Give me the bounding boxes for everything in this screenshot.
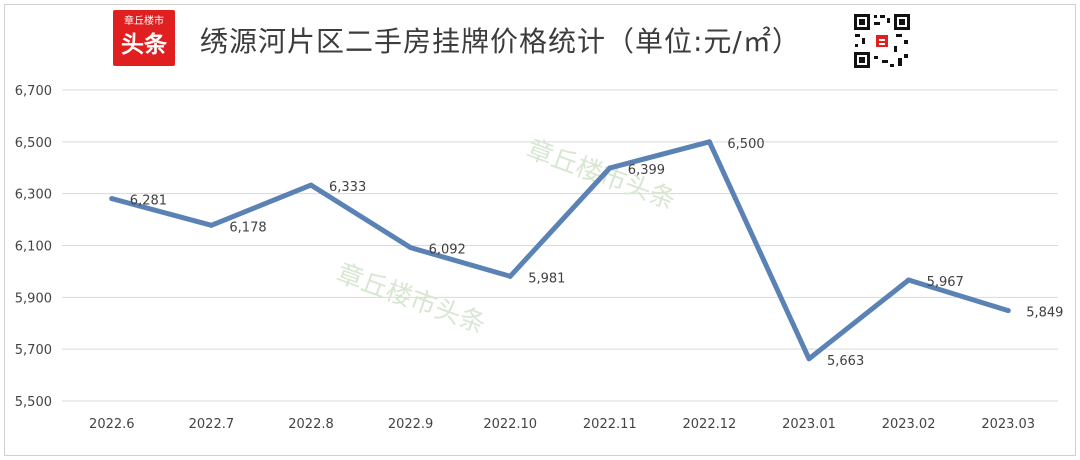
qr-code-icon — [852, 12, 912, 70]
data-label: 6,092 — [429, 243, 466, 258]
chart-frame — [4, 4, 1076, 456]
data-label: 6,281 — [130, 194, 167, 209]
data-point — [706, 139, 712, 145]
chart-title: 绣源河片区二手房挂牌价格统计（单位:元/㎡） — [200, 25, 801, 58]
x-tick-label: 2023.03 — [981, 417, 1035, 432]
x-tick-label: 2022.8 — [288, 417, 334, 432]
data-point — [607, 165, 613, 171]
data-point — [408, 245, 414, 251]
data-point — [906, 277, 912, 283]
y-tick-label: 5,900 — [15, 291, 52, 306]
data-point — [806, 356, 812, 362]
data-labels: 6,281 6,178 6,333 6,092 5,981 6,399 6,500 5,663… — [130, 137, 1064, 369]
brand-logo-line1: 章丘楼市 — [124, 16, 164, 27]
x-tick-label: 2022.11 — [583, 417, 637, 432]
data-point — [1005, 308, 1011, 314]
data-label: 6,178 — [229, 220, 266, 235]
data-point — [208, 222, 214, 228]
data-label: 6,399 — [628, 163, 665, 178]
data-point — [109, 196, 115, 202]
data-point — [507, 273, 513, 279]
x-tick-label: 2022.10 — [483, 417, 537, 432]
data-label: 5,663 — [827, 354, 864, 369]
data-label: 6,500 — [727, 137, 764, 152]
x-tick-label: 2023.02 — [882, 417, 936, 432]
y-tick-label: 5,700 — [15, 343, 52, 358]
gridlines — [62, 89, 1058, 402]
brand-logo: 章丘楼市 头条 — [113, 10, 175, 66]
y-axis-tick-labels: 5,500 5,700 5,900 6,100 6,300 6,500 6,700 — [15, 84, 52, 410]
y-tick-label: 6,500 — [15, 136, 52, 151]
y-tick-label: 6,100 — [15, 240, 52, 255]
data-point — [308, 182, 314, 188]
y-tick-label: 6,700 — [15, 84, 52, 99]
data-label: 5,849 — [1026, 306, 1063, 321]
x-axis-tick-labels: 2022.6 2022.7 2022.8 2022.9 2022.10 2022.11 20… — [89, 417, 1035, 432]
watermark-2: 章丘楼市头条 — [333, 258, 490, 340]
x-tick-label: 2022.12 — [683, 417, 737, 432]
data-label: 5,967 — [927, 275, 964, 290]
x-tick-label: 2022.9 — [388, 417, 434, 432]
data-label: 5,981 — [528, 271, 565, 286]
y-tick-label: 5,500 — [15, 395, 52, 410]
brand-logo-line2: 头条 — [121, 32, 167, 58]
data-points — [109, 139, 1011, 362]
x-tick-label: 2023.01 — [782, 417, 836, 432]
x-tick-label: 2022.6 — [89, 417, 135, 432]
x-tick-label: 2022.7 — [189, 417, 235, 432]
y-tick-label: 6,300 — [15, 188, 52, 203]
data-label: 6,333 — [329, 180, 366, 195]
series-line — [109, 139, 1011, 362]
